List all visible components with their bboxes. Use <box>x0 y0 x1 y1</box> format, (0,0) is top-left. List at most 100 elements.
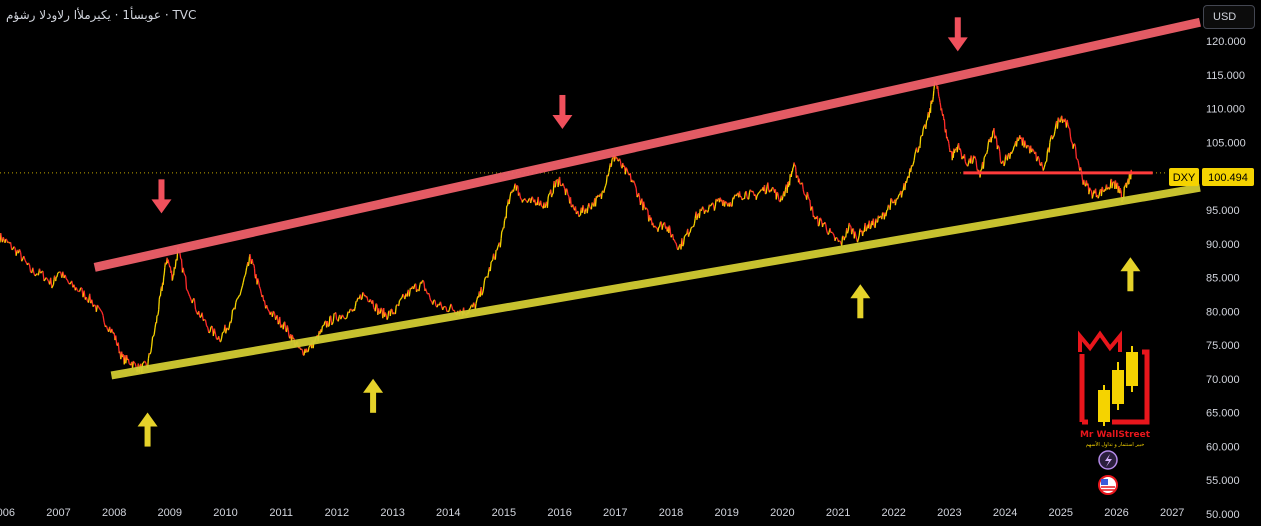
arrow-up-icon <box>850 284 871 319</box>
price-segment <box>496 247 499 251</box>
price-segment <box>848 222 851 226</box>
price-segment <box>236 298 238 300</box>
price-segment <box>878 216 881 219</box>
price-segment <box>682 236 686 245</box>
price-segment <box>380 307 383 310</box>
price-segment <box>52 284 55 287</box>
price-segment <box>552 192 554 195</box>
price-segment <box>326 320 329 327</box>
price-segment <box>500 232 503 239</box>
price-segment <box>831 232 834 235</box>
arrow-down-icon <box>947 17 968 52</box>
price-segment <box>1063 120 1066 122</box>
time-axis[interactable]: 2006 2007 2008 2009 2010 2011 2012 2013 2014 2015… <box>0 507 1184 519</box>
price-segment <box>783 189 787 197</box>
price-segment <box>983 155 986 158</box>
price-segment <box>705 209 708 212</box>
price-tag-value: 100.494 <box>1208 172 1248 184</box>
price-segment <box>897 194 900 198</box>
price-axis[interactable]: 120.000 115.000 110.000 105.000 95.000 90.000… <box>1206 36 1246 521</box>
price-segment <box>735 194 738 197</box>
price-segment <box>179 252 182 259</box>
price-segment <box>796 175 799 177</box>
price-segment <box>974 156 977 160</box>
price-segment <box>868 220 871 229</box>
price-segment <box>1070 141 1073 144</box>
price-segment <box>604 182 608 186</box>
symbol-tag-label: DXY <box>1173 172 1196 184</box>
price-segment <box>1094 188 1098 198</box>
price-segment <box>729 202 732 207</box>
price-segment <box>757 192 760 195</box>
price-tick-label: 85.000 <box>1206 273 1240 285</box>
price-segment <box>984 153 987 157</box>
arrow-up-icon <box>1120 257 1141 292</box>
price-segment <box>199 316 202 318</box>
price-segment <box>964 161 967 165</box>
price-segment <box>824 221 827 225</box>
chart-header-title: عوبسأ1 · يكيرملأا رلاودلا رشؤم · TVC <box>6 8 197 22</box>
currency-button[interactable]: USD <box>1203 5 1255 29</box>
price-segment <box>366 296 369 301</box>
price-segment <box>1113 181 1115 183</box>
price-segment <box>925 120 928 129</box>
price-segment <box>447 309 451 313</box>
time-tick-label: 2008 <box>102 507 126 519</box>
price-segment <box>378 308 381 314</box>
price-segment <box>307 346 310 352</box>
price-segment <box>259 288 262 294</box>
price-segment <box>1117 186 1120 193</box>
price-segment <box>163 273 165 278</box>
price-segment <box>540 200 543 207</box>
price-segment <box>834 237 837 242</box>
price-segment <box>598 195 601 198</box>
price-segment <box>2 237 5 241</box>
logo-candle-1 <box>1098 390 1110 422</box>
price-segment <box>1064 118 1067 125</box>
price-segment <box>232 309 234 311</box>
price-segment <box>353 306 356 311</box>
price-segment <box>1067 124 1070 129</box>
price-segment <box>999 151 1002 162</box>
price-segment <box>76 290 79 293</box>
price-segment <box>894 201 897 206</box>
price-segment <box>481 292 484 296</box>
price-segment <box>28 264 32 273</box>
price-segment <box>890 198 893 201</box>
price-segment <box>322 325 324 327</box>
logo-tagline-text: خبير استثمار و تداول الأسهم <box>1086 441 1145 448</box>
price-segment <box>501 230 503 233</box>
price-segment <box>420 280 424 284</box>
time-tick-label: 2020 <box>770 507 794 519</box>
time-tick-label: 2007 <box>46 507 70 519</box>
price-segment <box>846 229 850 234</box>
price-segment <box>204 318 206 321</box>
price-segment <box>1060 116 1062 121</box>
price-segment <box>802 189 805 195</box>
price-segment <box>213 328 217 335</box>
price-segment <box>584 209 587 215</box>
price-segment <box>503 220 506 229</box>
price-segment <box>869 227 872 230</box>
price-segment <box>677 248 680 251</box>
price-segment <box>236 297 239 299</box>
price-segment <box>484 276 487 279</box>
price-segment <box>201 312 204 321</box>
price-segment <box>674 241 677 244</box>
price-segment <box>425 291 429 295</box>
price-segment <box>1031 148 1034 151</box>
price-segment <box>932 90 935 97</box>
price-segment <box>986 149 989 155</box>
price-segment <box>997 145 1000 148</box>
price-segment <box>367 300 370 303</box>
price-segment <box>185 276 188 290</box>
price-segment <box>168 262 170 265</box>
price-segment <box>1098 191 1101 197</box>
price-segment <box>497 244 500 248</box>
price-segment <box>971 162 974 165</box>
price-segment <box>933 85 936 91</box>
price-segment <box>745 191 748 197</box>
price-segment <box>287 329 290 337</box>
price-segment <box>611 158 614 160</box>
